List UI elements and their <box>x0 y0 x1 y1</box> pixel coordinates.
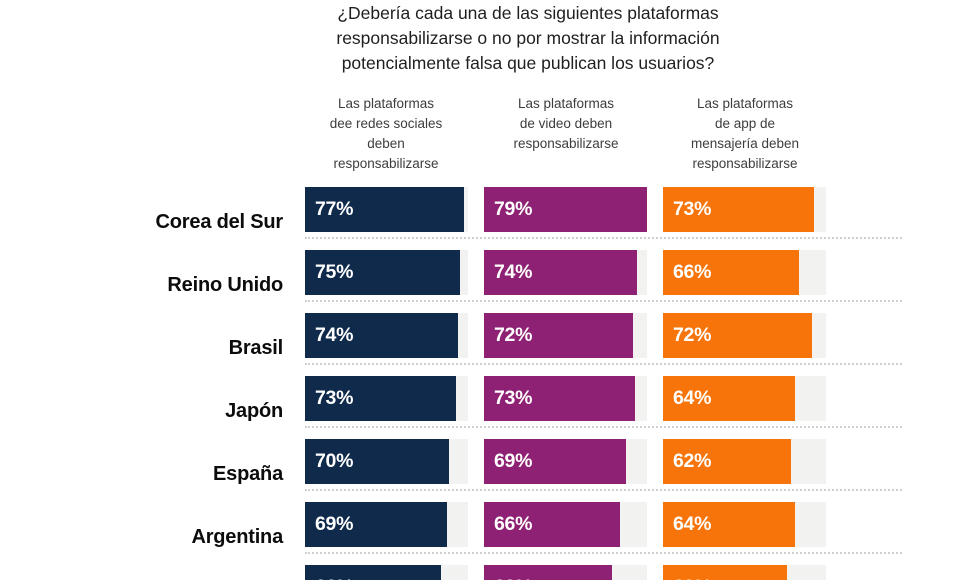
row-bars: 70% 69% 62% <box>305 439 826 484</box>
bar-messaging: 73% <box>663 187 814 232</box>
row-bars: 69% 66% 64% <box>305 502 826 547</box>
row-label-country: Corea del Sur <box>155 211 284 233</box>
bar-value-label: 66% <box>673 261 712 283</box>
row-separator-line <box>305 300 902 302</box>
row-separator-line <box>305 237 902 239</box>
bar-track-video: 62% <box>484 565 647 580</box>
bar-video: 72% <box>484 313 633 358</box>
row-label-country: Argentina <box>191 526 283 548</box>
row-bars: 75% 74% 66% <box>305 250 826 295</box>
bar-messaging: 62% <box>663 439 791 484</box>
bar-messaging: 66% <box>663 250 800 295</box>
bar-value-label: 69% <box>494 450 533 472</box>
chart-title: ¿Debería cada una de las siguientes plat… <box>336 3 720 73</box>
chart-row: Brasil 74% 72% 72% <box>0 313 966 376</box>
row-label-country: Alemania <box>0 565 283 580</box>
row-bars: 74% 72% 72% <box>305 313 826 358</box>
bar-track-social: 77% <box>305 187 468 232</box>
bar-track-social: 75% <box>305 250 468 295</box>
bar-track-social: 70% <box>305 439 468 484</box>
bar-social: 74% <box>305 313 458 358</box>
bar-track-messaging: 62% <box>663 439 826 484</box>
bar-track-social: 73% <box>305 376 468 421</box>
bar-track-messaging: 66% <box>663 250 826 295</box>
row-label-country: Reino Unido <box>167 274 283 296</box>
bar-value-label: 79% <box>494 198 533 220</box>
bar-messaging: 64% <box>663 502 796 547</box>
chart-row: Corea del Sur 77% 79% 73% <box>0 187 966 250</box>
row-label-country: Japón <box>225 400 283 422</box>
bar-track-video: 72% <box>484 313 647 358</box>
chart-row: Reino Unido 75% 74% 66% <box>0 250 966 313</box>
bar-social: 75% <box>305 250 460 295</box>
bar-value-label: 64% <box>673 387 712 409</box>
bar-video: 79% <box>484 187 647 232</box>
bar-value-label: 70% <box>315 450 354 472</box>
bar-video: 73% <box>484 376 635 421</box>
bar-track-social: 69% <box>305 502 468 547</box>
row-bars: 66% 62% 60% <box>305 565 826 580</box>
column-header-messaging-platforms: Las plataformas de app de mensajería deb… <box>690 96 800 171</box>
bar-track-messaging: 64% <box>663 376 826 421</box>
row-separator-line <box>305 426 902 428</box>
bar-track-video: 73% <box>484 376 647 421</box>
bar-value-label: 62% <box>484 576 532 580</box>
bar-track-messaging: 64% <box>663 502 826 547</box>
row-separator-line <box>305 552 902 554</box>
bar-value-label: 62% <box>673 450 712 472</box>
bar-track-social: 66% <box>305 565 468 580</box>
bar-track-messaging: 73% <box>663 187 826 232</box>
bar-track-video: 66% <box>484 502 647 547</box>
bar-value-label: 66% <box>494 513 533 535</box>
bar-social: 66% <box>305 565 442 580</box>
bar-messaging: 64% <box>663 376 796 421</box>
bar-track-messaging: 72% <box>663 313 826 358</box>
column-header-video-platforms: Las plataformas de video deben responsab… <box>513 96 619 151</box>
row-separator-line <box>305 489 902 491</box>
row-label-country: España <box>213 463 283 485</box>
bar-social: 70% <box>305 439 450 484</box>
bar-value-label: 77% <box>315 198 354 220</box>
bar-social: 77% <box>305 187 464 232</box>
row-bars: 73% 73% 64% <box>305 376 826 421</box>
bar-messaging: 72% <box>663 313 812 358</box>
bar-value-label: 73% <box>494 387 533 409</box>
bar-value-label: 60% <box>663 576 711 580</box>
bar-track-messaging: 60% <box>663 565 826 580</box>
bar-social: 69% <box>305 502 448 547</box>
chart-row: Argentina 69% 66% 64% <box>0 502 966 565</box>
row-separator-line <box>305 363 902 365</box>
bar-video: 62% <box>484 565 612 580</box>
bar-video: 66% <box>484 502 621 547</box>
column-header-social-platforms: Las plataformas dee redes sociales deben… <box>329 96 443 171</box>
bar-value-label: 66% <box>305 576 353 580</box>
bar-value-label: 74% <box>494 261 533 283</box>
row-label-country: Brasil <box>228 337 284 359</box>
bar-value-label: 74% <box>315 324 354 346</box>
bar-value-label: 69% <box>315 513 354 535</box>
chart-row: España 70% 69% 62% <box>0 439 966 502</box>
bar-messaging: 60% <box>663 565 787 580</box>
chart-row: Japón 73% 73% 64% <box>0 376 966 439</box>
bar-value-label: 73% <box>315 387 354 409</box>
bar-track-social: 74% <box>305 313 468 358</box>
bar-video: 74% <box>484 250 637 295</box>
chart-row: Alemania 66% 62% 60% <box>0 565 966 580</box>
bar-value-label: 72% <box>673 324 712 346</box>
bar-track-video: 69% <box>484 439 647 484</box>
bar-value-label: 75% <box>315 261 354 283</box>
bar-value-label: 64% <box>673 513 712 535</box>
bar-value-label: 72% <box>494 324 533 346</box>
chart-rows: Corea del Sur 77% 79% 73% <box>0 187 966 580</box>
bar-video: 69% <box>484 439 627 484</box>
row-bars: 77% 79% 73% <box>305 187 826 232</box>
bar-social: 73% <box>305 376 456 421</box>
bar-track-video: 74% <box>484 250 647 295</box>
bar-track-video: 79% <box>484 187 647 232</box>
bar-value-label: 73% <box>673 198 712 220</box>
